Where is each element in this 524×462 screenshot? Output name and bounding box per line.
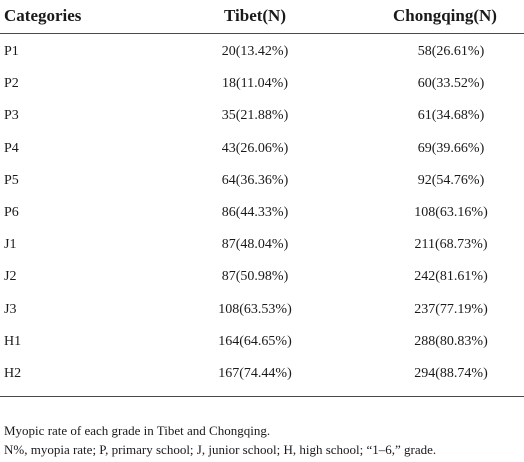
table-caption: Myopic rate of each grade in Tibet and C… bbox=[4, 423, 271, 438]
cell-tibet: 86(44.33%) bbox=[221, 205, 289, 220]
cell-chongqing: 92(54.76%) bbox=[417, 172, 485, 188]
table-row: J1 87(48.04%) 211(68.73%) bbox=[0, 229, 524, 261]
cell-tibet: 43(26.06%) bbox=[221, 140, 289, 156]
cell-tibet: 87(48.04%) bbox=[221, 237, 289, 253]
table-header-row: Categories Tibet(N) Chongqing(N) bbox=[0, 0, 524, 31]
header-tibet: Tibet(N) bbox=[223, 6, 286, 25]
cell-chongqing: 237(77.19%) bbox=[414, 301, 488, 317]
table-row: P2 18(11.04%) 60(33.52%) bbox=[0, 68, 524, 100]
header-categories: Categories bbox=[4, 6, 82, 25]
cell-chongqing: 69(39.66%) bbox=[417, 140, 485, 156]
cell-chongqing: 108(63.16%) bbox=[414, 205, 488, 220]
cell-chongqing: 58(26.61%) bbox=[417, 44, 485, 59]
cell-chongqing: 294(88.74%) bbox=[414, 366, 488, 381]
header-chongqing: Chongqing(N) bbox=[393, 6, 497, 25]
cell-category: J3 bbox=[4, 301, 17, 317]
cell-chongqing: 242(81.61%) bbox=[414, 269, 488, 285]
table-row: H2 167(74.44%) 294(88.74%) bbox=[0, 358, 524, 390]
cell-category: P1 bbox=[4, 44, 19, 59]
table-row: P3 35(21.88%) 61(34.68%) bbox=[0, 100, 524, 132]
table-legend: N%, myopia rate; P, primary school; J, j… bbox=[4, 442, 437, 457]
cell-category: J2 bbox=[4, 269, 17, 285]
cell-tibet: 164(64.65%) bbox=[218, 333, 292, 349]
cell-category: J1 bbox=[4, 237, 17, 253]
cell-tibet: 64(36.36%) bbox=[221, 172, 289, 188]
table-bottom-divider bbox=[0, 396, 524, 397]
cell-category: P5 bbox=[4, 172, 19, 188]
cell-tibet: 167(74.44%) bbox=[218, 366, 292, 381]
table-row: H1 164(64.65%) 288(80.83%) bbox=[0, 326, 524, 358]
cell-category: P4 bbox=[4, 140, 19, 156]
table-row: P5 64(36.36%) 92(54.76%) bbox=[0, 165, 524, 197]
cell-category: H1 bbox=[4, 333, 22, 349]
table-row: P1 20(13.42%) 58(26.61%) bbox=[0, 36, 524, 68]
cell-tibet: 20(13.42%) bbox=[221, 44, 289, 59]
cell-tibet: 35(21.88%) bbox=[221, 108, 289, 124]
cell-category: P3 bbox=[4, 108, 19, 124]
cell-category: P6 bbox=[4, 205, 19, 220]
cell-category: H2 bbox=[4, 366, 22, 381]
cell-tibet: 108(63.53%) bbox=[218, 301, 292, 317]
header-divider bbox=[0, 33, 524, 34]
table-row: P6 86(44.33%) 108(63.16%) bbox=[0, 197, 524, 229]
cell-category: P2 bbox=[4, 76, 19, 92]
cell-tibet: 18(11.04%) bbox=[222, 76, 288, 92]
table-row: J2 87(50.98%) 242(81.61%) bbox=[0, 261, 524, 293]
cell-chongqing: 61(34.68%) bbox=[417, 108, 485, 124]
cell-chongqing: 60(33.52%) bbox=[417, 76, 485, 92]
table-row: P4 43(26.06%) 69(39.66%) bbox=[0, 133, 524, 165]
cell-chongqing: 211(68.73%) bbox=[414, 237, 488, 253]
cell-tibet: 87(50.98%) bbox=[221, 269, 289, 285]
cell-chongqing: 288(80.83%) bbox=[414, 333, 488, 349]
table-row: J3 108(63.53%) 237(77.19%) bbox=[0, 294, 524, 326]
